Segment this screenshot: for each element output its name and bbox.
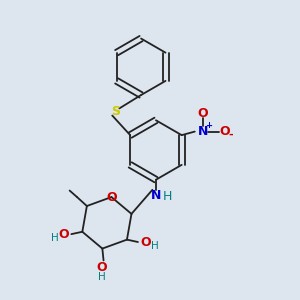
Text: N: N [151,189,161,202]
Text: -: - [229,130,233,140]
Text: O: O [58,228,69,241]
Text: H: H [163,190,172,203]
Text: O: O [219,125,230,138]
Text: O: O [106,190,117,204]
Text: H: H [98,272,106,281]
Text: O: O [198,106,208,120]
Text: +: + [206,121,212,130]
Text: O: O [140,236,151,248]
Text: S: S [111,106,120,118]
Text: N: N [198,125,208,138]
Text: O: O [97,260,107,274]
Text: H: H [50,233,58,243]
Text: H: H [151,241,159,250]
